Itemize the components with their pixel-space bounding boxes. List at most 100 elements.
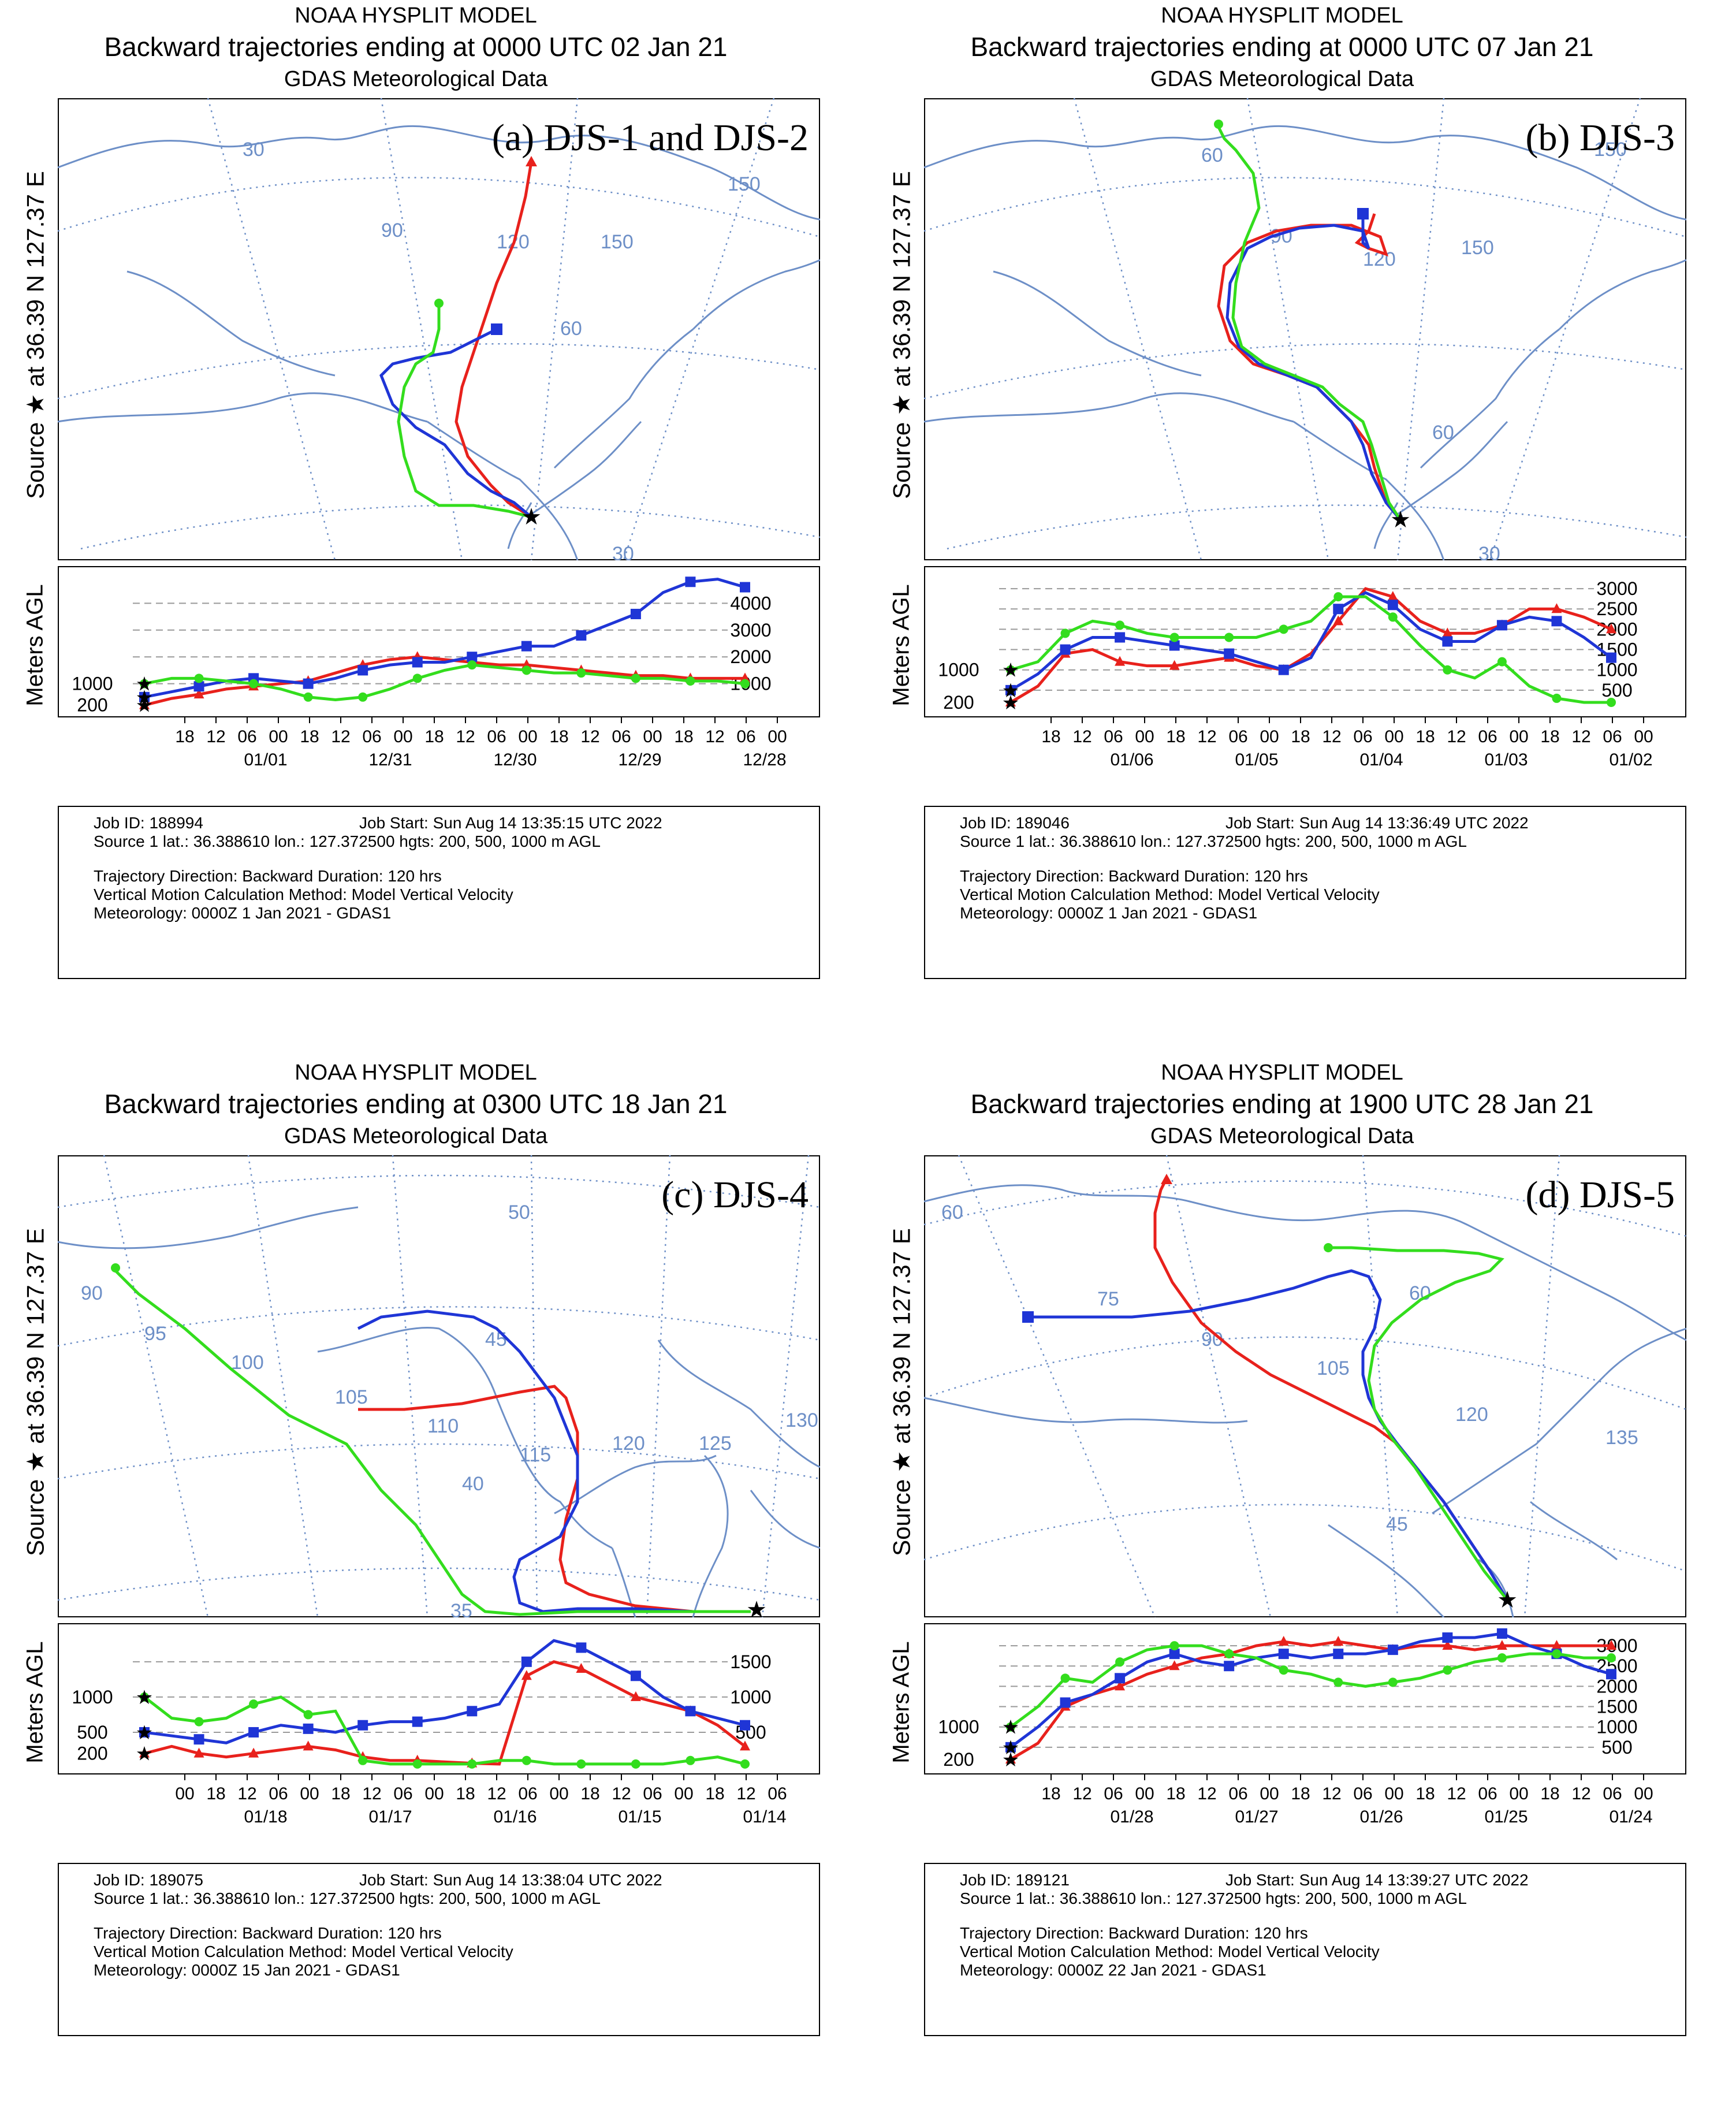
panel-c: NOAA HYSPLIT MODEL Backward trajectories… [12,1057,820,2051]
hour-tick-label: 06 [1104,727,1123,746]
trajectory-red-marker [1161,1174,1172,1184]
profile-point [1333,615,1344,626]
right-axis-label: 4000 [730,593,771,613]
start-star: ★ [1002,692,1019,714]
start-star: ★ [136,1687,153,1709]
grid-label: 30 [1478,543,1500,560]
hour-tick-label: 06 [1228,727,1247,746]
right-axis-label: 1000 [1596,1717,1637,1738]
hour-tick-label: 18 [1166,727,1185,746]
start-star: ★ [136,1743,153,1765]
profile-point [1607,697,1616,707]
source-star: ★ [746,1597,767,1617]
profile-point [1169,633,1179,642]
panel-label: (a) DJS-1 and DJS-2 [492,117,809,159]
hour-tick-label: 18 [549,727,568,746]
profile-point [1442,627,1453,638]
start-height-label: 1000 [938,660,979,680]
profile-point [631,1759,640,1769]
start-height-label: 200 [943,1749,974,1770]
profile-point [1442,636,1453,647]
profile-point [303,1710,313,1720]
profile-point [1060,1673,1070,1683]
trajectory-green-marker [1214,120,1223,129]
hour-tick-label: 00 [1384,1784,1403,1803]
trajectory-blue [379,328,532,518]
right-axis-label: 1000 [730,1687,771,1707]
source-star: ★ [521,504,542,530]
hour-tick-label: 00 [1260,1784,1279,1803]
trajectory-title: Backward trajectories ending at 0300 UTC… [104,1089,728,1119]
start-height-label: 200 [77,695,107,716]
hour-tick-label: 00 [1135,1784,1154,1803]
meteorology-line: Meteorology: 0000Z 1 Jan 2021 - GDAS1 [960,904,1258,922]
profile-point [1387,600,1398,611]
date-tick-label: 01/24 [1609,1807,1652,1826]
profile-point [1496,1640,1507,1650]
right-axis-label: 500 [1601,1737,1632,1758]
hour-tick-label: 18 [206,1784,225,1803]
direction-line: Trajectory Direction: Backward Duration:… [94,1924,442,1942]
panel-title-block: NOAA HYSPLIT MODEL Backward trajectories… [878,1057,1686,1155]
trajectory-blue-marker [1357,208,1369,219]
hour-tick-label: 00 [674,1784,693,1803]
hour-tick-label: 12 [1571,1784,1590,1803]
hour-tick-label: 06 [518,1784,537,1803]
hour-tick-label: 06 [1603,1784,1622,1803]
start-height-label: 500 [77,1722,107,1743]
model-title: NOAA HYSPLIT MODEL [295,3,537,28]
source-line: Source 1 lat.: 36.388610 lon.: 127.37250… [94,832,601,850]
grid-label: 150 [1461,237,1494,259]
hour-tick-label: 00 [300,1784,319,1803]
date-tick-label: 01/14 [743,1807,786,1826]
start-height-label: 200 [943,692,974,713]
profile-point [303,678,314,689]
trajectories: ★ [1022,1174,1518,1613]
profile-point [1224,633,1234,642]
profile-point [467,652,478,663]
trajectory-title: Backward trajectories ending at 0000 UTC… [970,32,1594,62]
profile-point [467,1706,478,1717]
source-side-label: Source ★ at 36.39 N 127.37 E [21,171,49,499]
hour-tick-label: 06 [612,727,631,746]
source-line: Source 1 lat.: 36.388610 lon.: 127.37250… [94,1889,601,1907]
hour-tick-label: 12 [362,1784,381,1803]
grid-label: 60 [560,318,582,340]
profile-point [1387,591,1398,601]
profile-point [248,1747,259,1758]
hour-tick-label: 12 [237,1784,256,1803]
profile-series-green [1010,595,1611,704]
model-title: NOAA HYSPLIT MODEL [1161,1061,1403,1085]
profile-point [1115,1680,1126,1691]
hour-tick-label: 12 [487,1784,506,1803]
right-axis-label: 2000 [1596,619,1637,639]
hour-tick-label: 06 [269,1784,288,1803]
right-axis-label: 3000 [1596,578,1637,599]
grid-label: 30 [612,543,634,560]
profile-point [1552,1649,1562,1659]
job-info-box: Job ID: 189046 Job Start: Sun Aug 14 13:… [924,806,1686,979]
hour-tick-label: 00 [768,727,787,746]
date-tick-label: 12/30 [493,750,537,769]
profile-point [193,1734,204,1745]
grid-label: 130 [785,1409,818,1431]
source-line: Source 1 lat.: 36.388610 lon.: 127.37250… [960,1889,1467,1907]
grid-label: 95 [144,1323,166,1345]
meters-agl-label: Meters AGL [22,1641,48,1764]
coastlines [924,1184,1686,1617]
job-start: Job Start: Sun Aug 14 13:39:27 UTC 2022 [1225,1871,1529,1889]
hour-tick-label: 00 [1509,727,1528,746]
date-tick-label: 01/28 [1110,1807,1153,1826]
panel-label: (c) DJS-4 [661,1174,809,1216]
hour-tick-label: 12 [1322,1784,1341,1803]
source-side-label: Source ★ at 36.39 N 127.37 E [888,171,915,499]
panel-title-block: NOAA HYSPLIT MODEL Backward trajectories… [878,0,1686,98]
profile-point [1278,1649,1289,1660]
panel-d: NOAA HYSPLIT MODEL Backward trajectories… [878,1057,1686,2051]
profile-series-red [1009,1640,1611,1761]
profile-point [248,1727,259,1738]
profile-point [1552,693,1562,703]
profile-point [194,674,204,683]
